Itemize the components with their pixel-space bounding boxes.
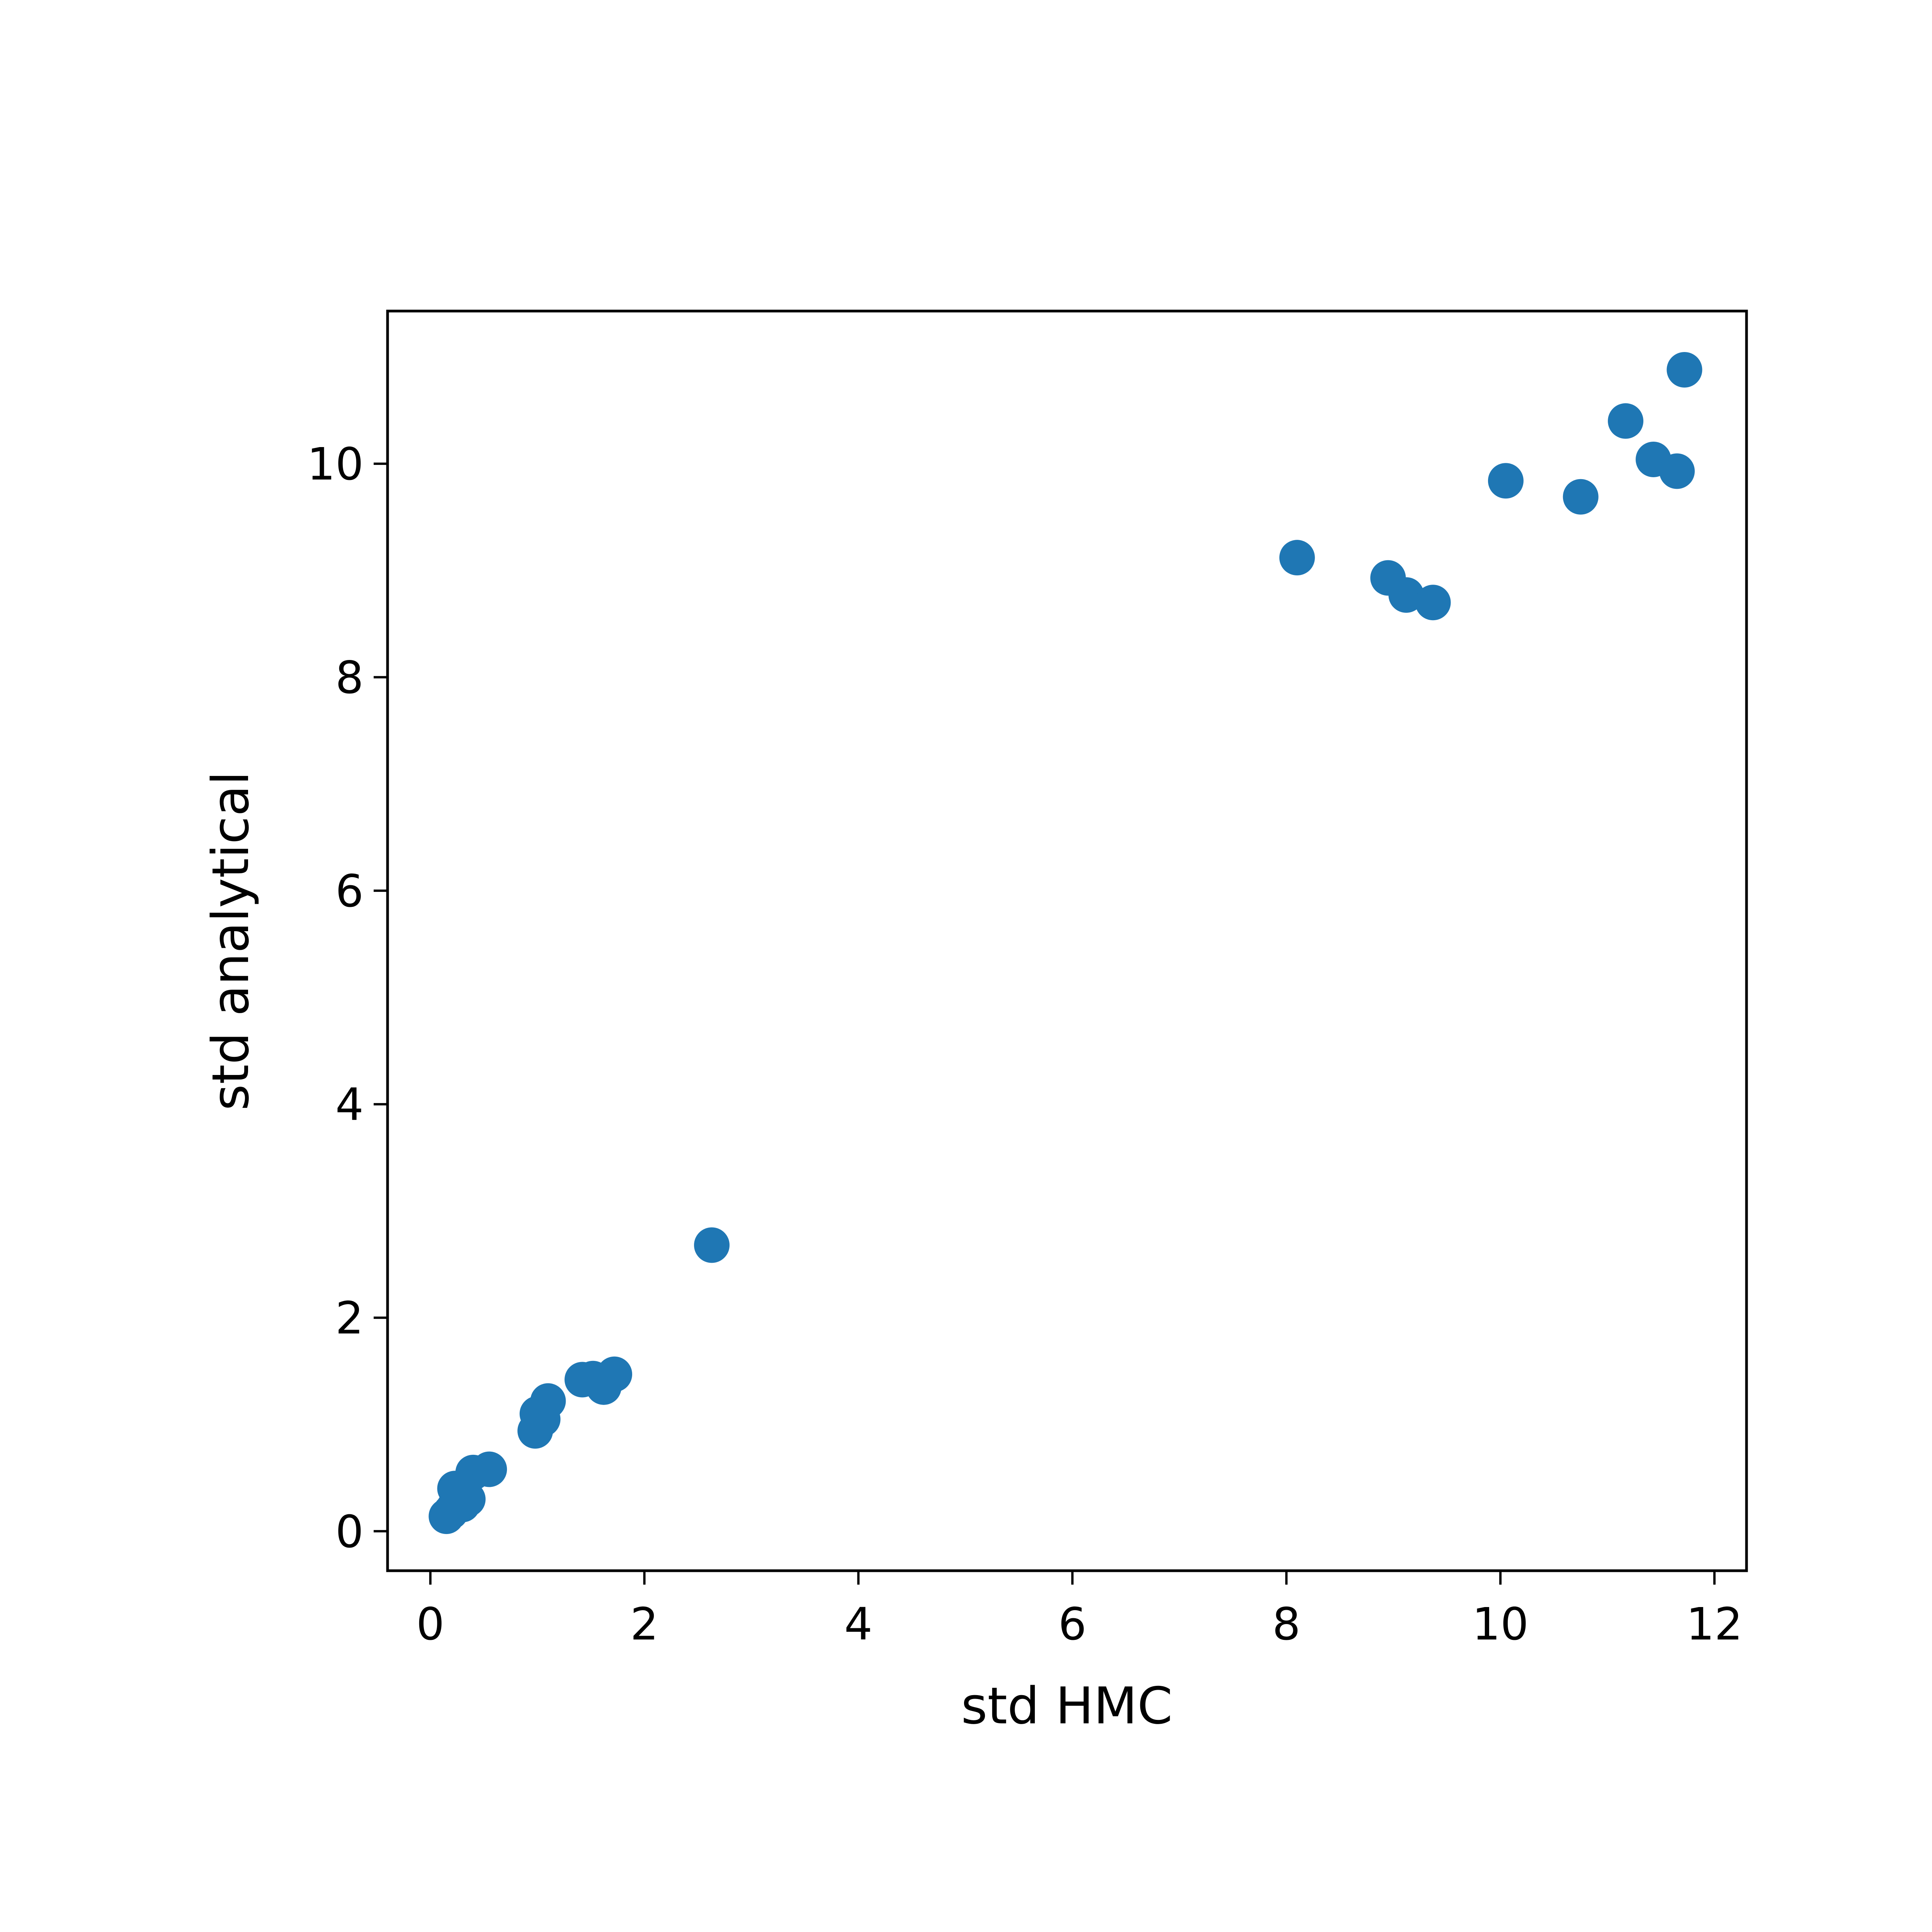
data-point [1488,463,1524,499]
data-point [1667,352,1702,388]
y-tick-label: 6 [335,866,364,917]
data-point [1563,479,1599,515]
x-axis-label: std HMC [961,1676,1172,1735]
points-layer [429,352,1702,1534]
x-tick-label: 10 [1472,1599,1529,1650]
data-point [471,1451,507,1487]
data-point [694,1227,730,1263]
plot-frame [386,310,1748,1572]
y-tick-label: 4 [335,1079,364,1131]
data-point [1415,585,1451,621]
y-axis-label: std analytical [201,771,260,1111]
data-point [530,1383,566,1419]
data-point [1608,403,1644,439]
x-tick-label: 6 [1058,1599,1087,1650]
data-point [1388,577,1424,613]
x-tick-label: 12 [1686,1599,1743,1650]
x-tick-label: 2 [630,1599,658,1650]
data-point [597,1356,633,1392]
y-tick-label: 10 [307,439,364,490]
x-tick-label: 0 [416,1599,444,1650]
y-tick-label: 8 [335,652,364,704]
data-point [1659,453,1695,489]
x-tick-label: 4 [844,1599,872,1650]
data-point [1279,540,1315,576]
y-tick-label: 0 [335,1506,364,1558]
y-tick-label: 2 [335,1293,364,1344]
ticks-layer: 0 2 4 6 8 10 12 0 2 4 6 8 10 [307,439,1743,1650]
x-tick-label: 8 [1272,1599,1301,1650]
